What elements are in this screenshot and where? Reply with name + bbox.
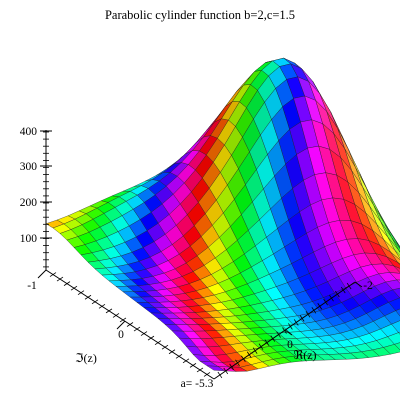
real-axis-minor-tick bbox=[218, 372, 222, 378]
chart-title: Parabolic cylinder function b=2,c=1.5 bbox=[105, 8, 295, 22]
imag-axis-tick-label: 0 bbox=[118, 329, 124, 341]
imag-axis-tick-label: -1 bbox=[27, 280, 37, 292]
parameter-readout: a= -5.3 bbox=[181, 378, 214, 390]
imag-axis-major-tick bbox=[38, 270, 46, 278]
imag-axis-label: ℑ(z) bbox=[75, 351, 97, 365]
z-axis-tick-label: 400 bbox=[20, 126, 38, 138]
z-axis-tick-label: 300 bbox=[20, 161, 38, 173]
surface-mesh bbox=[46, 58, 400, 371]
real-axis-tick-label: 0 bbox=[287, 339, 293, 351]
z-axis-tick-label: 100 bbox=[20, 233, 38, 245]
real-axis-label: ℜ(z) bbox=[293, 348, 316, 362]
z-axis-tick-label: 200 bbox=[20, 197, 38, 209]
real-axis-tick-label: -2 bbox=[363, 280, 373, 292]
imag-axis-major-tick bbox=[117, 321, 125, 329]
